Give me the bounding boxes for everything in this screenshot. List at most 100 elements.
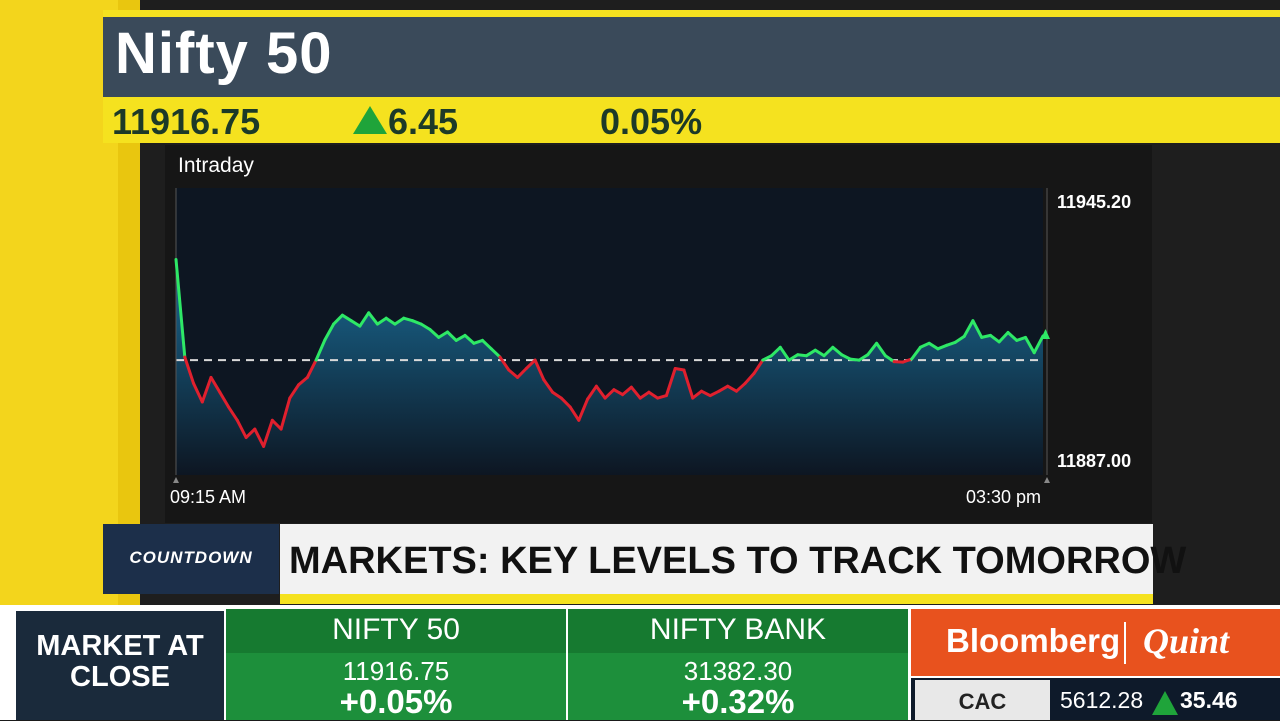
- price-line-segment: [200, 375, 213, 404]
- price-line-segment: [516, 367, 528, 379]
- ticker-tile-pct: +0.32%: [681, 683, 795, 720]
- price-line-segment: [481, 338, 493, 351]
- price-line-segment: [1015, 335, 1027, 342]
- price-line-segment: [332, 313, 344, 326]
- price-line-segment: [787, 353, 800, 362]
- y-max-label: 11945.20: [1057, 192, 1132, 212]
- price-line-segment: [778, 345, 791, 362]
- price-line-segment: [411, 319, 423, 326]
- price-line-segment: [621, 385, 633, 397]
- price-line-segment: [402, 316, 414, 323]
- brand-divider: [1124, 622, 1126, 664]
- price-line-segment: [209, 375, 222, 394]
- price-line-segment: [822, 345, 835, 358]
- program-name: COUNTDOWN: [129, 548, 253, 567]
- price-line-segment: [927, 341, 940, 351]
- price-line-segment: [813, 348, 826, 358]
- price-line-segment: [708, 389, 721, 398]
- price-line-segment: [314, 338, 327, 362]
- price-line-segment: [980, 333, 992, 339]
- price-line-segment: [594, 384, 607, 400]
- area-fill: [176, 259, 1043, 475]
- price-line-segment: [691, 389, 703, 400]
- x-end-label: 03:30 pm: [966, 487, 1042, 507]
- price-line-segment: [472, 338, 484, 345]
- price-line-segment: [735, 381, 747, 393]
- price-line-segment: [542, 378, 555, 394]
- headline-underline: [280, 594, 1153, 604]
- price-line-segment: [857, 353, 870, 362]
- price-line-segment: [428, 328, 441, 339]
- price-line-segment: [1024, 335, 1036, 355]
- axis-end-marker: [173, 477, 179, 483]
- ticker-tile-head: [226, 609, 566, 653]
- price-line-segment: [586, 384, 598, 401]
- price-line-segment: [524, 358, 537, 370]
- axis-end-marker: [1044, 477, 1050, 483]
- price-line-segment: [437, 330, 449, 339]
- price-line-segment: [393, 316, 406, 326]
- price-line-segment: [664, 367, 677, 398]
- price-line-segment: [297, 375, 309, 387]
- chart-label: Intraday: [178, 154, 254, 177]
- price-line-segment: [367, 311, 379, 326]
- index-change-pct: 0.05%: [600, 101, 703, 142]
- price-line-segment: [323, 322, 336, 342]
- price-line-segment: [997, 331, 1010, 344]
- price-line-segment: [629, 385, 642, 400]
- market-close-label: MARKET AT CLOSE: [36, 630, 204, 693]
- x-start-label: 09:15 AM: [170, 487, 247, 507]
- price-line-segment: [577, 397, 590, 422]
- price-line-segment: [910, 345, 922, 361]
- price-line-segment: [717, 384, 730, 393]
- price-line-segment: [270, 418, 283, 431]
- price-line-segment: [507, 368, 519, 379]
- index-change: 6.45: [388, 101, 459, 142]
- y-min-label: 11887.00: [1057, 451, 1132, 471]
- ticker-tile-name: NIFTY 50: [332, 613, 460, 646]
- price-line-segment: [840, 353, 852, 361]
- price-line-segment: [192, 381, 204, 404]
- headline-box: [280, 524, 1153, 594]
- up-arrow-icon: [353, 106, 387, 134]
- market-close-box: [16, 611, 224, 720]
- price-line-segment: [262, 418, 274, 448]
- price-line-segment: [454, 333, 467, 342]
- price-line-segment: [761, 354, 773, 362]
- price-line-segment: [682, 368, 695, 400]
- price-line-segment: [743, 371, 756, 385]
- price-line-segment: [726, 384, 738, 393]
- price-line-segment: [349, 319, 362, 328]
- quote-bar: [103, 99, 1280, 143]
- price-line-segment: [218, 390, 230, 409]
- ticker-tile-name: NIFTY BANK: [649, 613, 827, 646]
- price-line-segment: [489, 347, 502, 359]
- price-line-segment: [340, 313, 353, 323]
- ticker-tile-value: 11916.75: [342, 656, 450, 686]
- price-line-segment: [498, 355, 511, 372]
- index-title: Nifty 50: [115, 21, 333, 86]
- price-line-segment: [463, 333, 476, 345]
- price-line-segment: [568, 405, 581, 422]
- price-line-segment: [647, 390, 660, 400]
- ticker-tile-value: 31382.30: [683, 656, 793, 686]
- price-line-segment: [1006, 331, 1019, 342]
- price-line-segment: [971, 319, 984, 339]
- scroll-ticker-value: 5612.28: [1060, 687, 1144, 713]
- headline: MARKETS: KEY LEVELS TO TRACK TOMORROW: [289, 540, 1187, 582]
- price-line-segment: [638, 390, 651, 400]
- price-line-segment: [227, 405, 239, 422]
- price-line-segment: [305, 358, 318, 379]
- price-line-segment: [883, 354, 896, 364]
- price-line-segment: [936, 343, 949, 351]
- price-line-segment: [752, 358, 765, 375]
- price-line-segment: [288, 383, 301, 400]
- price-line-segment: [866, 341, 879, 357]
- price-line-segment: [831, 345, 844, 357]
- price-line-segment: [700, 389, 712, 398]
- price-line-segment: [279, 396, 292, 431]
- price-line-segment: [419, 322, 432, 331]
- price-line-segment: [962, 319, 975, 338]
- price-line-segment: [253, 427, 266, 448]
